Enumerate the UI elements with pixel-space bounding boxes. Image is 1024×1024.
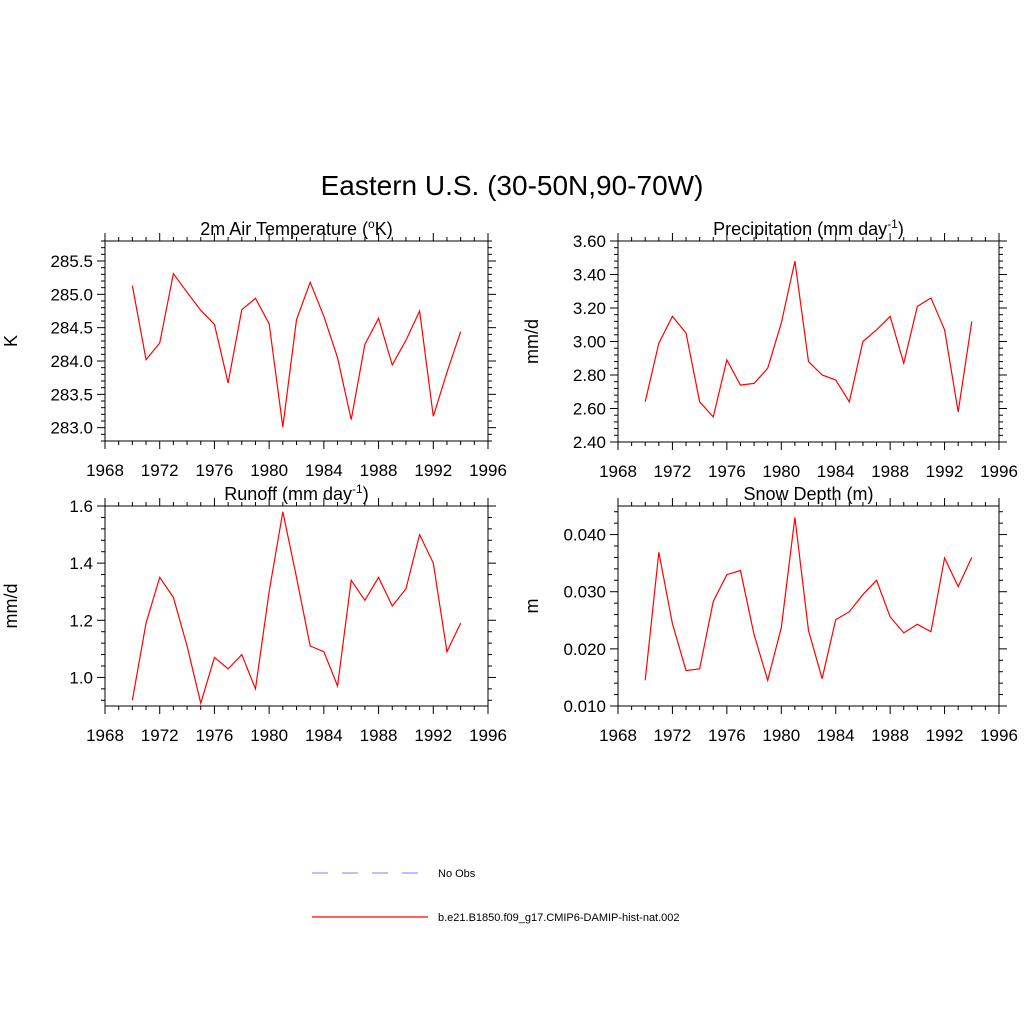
y-tick-label: 1.4 (69, 554, 93, 573)
series-line (644, 517, 973, 683)
y-axis-label: mm/d (522, 319, 542, 364)
panel-title-text: 2m Air Temperature ( (200, 219, 368, 239)
x-tick-label: 1992 (414, 726, 452, 745)
x-tick-label: 1972 (654, 462, 692, 481)
plot-frame (617, 505, 1000, 707)
x-tick-label: 1992 (926, 726, 964, 745)
x-tick-label: 1996 (980, 726, 1018, 745)
plot-frame (104, 240, 489, 442)
y-tick-label: 2.80 (573, 366, 606, 385)
y-tick-label: 285.0 (50, 285, 93, 304)
panel-title-text: Runoff (mm day (224, 484, 352, 504)
x-tick-label: 1972 (141, 726, 179, 745)
y-tick-label: 284.5 (50, 319, 93, 338)
y-tick-label: 0.040 (563, 526, 606, 545)
y-tick-label: 2.60 (573, 400, 606, 419)
y-tick-label: 285.5 (50, 252, 93, 271)
panel-title-suffix: ) (363, 484, 369, 504)
x-tick-label: 1988 (871, 462, 909, 481)
panel-title: Precipitation (mm day-1) (713, 217, 904, 239)
panels: 2m Air Temperature (oK)1968 1972 1976 1980 1… (1, 217, 1018, 745)
x-tick-label: 1996 (980, 462, 1018, 481)
x-tick-label: 1980 (250, 461, 288, 480)
x-tick-label: 1984 (817, 462, 855, 481)
x-tick-label: 1988 (360, 726, 398, 745)
x-tick-label: 1980 (250, 726, 288, 745)
plot-frame (617, 240, 1000, 443)
x-tick-label: 1996 (469, 461, 507, 480)
x-tick-label: 1976 (708, 726, 746, 745)
x-tick-label: 1996 (469, 726, 507, 745)
y-axis-label: m (522, 599, 542, 614)
y-tick-label: 284.0 (50, 352, 93, 371)
y-tick-label: 283.5 (50, 385, 93, 404)
x-tick-label: 1992 (414, 461, 452, 480)
y-tick-label: 0.020 (563, 640, 606, 659)
panel-1: 2m Air Temperature (oK) 1968 1972 1976 1980 1… (1, 217, 507, 480)
x-tick-label: 1976 (196, 461, 234, 480)
figure-title: Eastern U.S. (30-50N,90-70W) (321, 170, 704, 201)
x-tick-label: 1988 (871, 726, 909, 745)
panel-title-suffix: ) (898, 219, 904, 239)
plot-frame (104, 505, 489, 707)
panel-4: Snow Depth (m) 1968 1972 1976 1980 1984 1988 19… (522, 484, 1018, 745)
x-tick-label: 1984 (305, 726, 343, 745)
panel-title: 2m Air Temperature (oK) (200, 217, 392, 239)
y-tick-label: 1.6 (69, 497, 93, 516)
y-tick-label: 0.030 (563, 583, 606, 602)
y-axis-label: K (1, 335, 21, 347)
y-tick-label: 2.40 (573, 433, 606, 452)
panel-title-text: Precipitation (mm day (713, 219, 887, 239)
x-tick-label: 1992 (926, 462, 964, 481)
x-tick-label: 1968 (599, 726, 637, 745)
panel-title-superscript: o (368, 217, 375, 231)
x-tick-label: 1968 (599, 462, 637, 481)
y-tick-label: 3.20 (573, 299, 606, 318)
y-tick-label: 1.0 (69, 668, 93, 687)
x-tick-label: 1976 (196, 726, 234, 745)
x-tick-label: 1984 (305, 461, 343, 480)
legend-label-2: b.e21.B1850.f09_g17.CMIP6-DAMIP-hist-nat… (438, 912, 680, 924)
y-axis-label: mm/d (1, 584, 21, 629)
x-tick-label: 1972 (141, 461, 179, 480)
x-tick-label: 1976 (708, 462, 746, 481)
panel-title-superscript: -1 (352, 482, 363, 496)
series-line (644, 260, 973, 419)
y-tick-label: 0.010 (563, 697, 606, 716)
y-tick-label: 3.40 (573, 266, 606, 285)
x-tick-label: 1984 (817, 726, 855, 745)
series-line (131, 511, 462, 706)
panel-title-superscript: -1 (887, 217, 898, 231)
y-tick-label: 3.00 (573, 333, 606, 352)
panel-title: Snow Depth (m) (743, 484, 873, 504)
panel-2: Precipitation (mm day-1) 1968 1972 1976 1980… (522, 217, 1018, 481)
legend-label-1: No Obs (438, 868, 476, 880)
x-tick-label: 1968 (86, 461, 124, 480)
x-tick-label: 1980 (762, 462, 800, 481)
x-tick-label: 1988 (360, 461, 398, 480)
panel-title-suffix: K) (375, 219, 393, 239)
panel-title: Runoff (mm day-1) (224, 482, 368, 504)
panel-title-text: Snow Depth (m) (743, 484, 873, 504)
y-tick-label: 283.0 (50, 419, 93, 438)
x-tick-label: 1980 (762, 726, 800, 745)
y-tick-label: 3.60 (573, 232, 606, 251)
panel-3: Runoff (mm day-1) 1968 1972 1976 1980 1984 198… (1, 482, 507, 745)
x-tick-label: 1968 (86, 726, 124, 745)
x-tick-label: 1972 (654, 726, 692, 745)
legend: No Obs b.e21.B1850.f09_g17.CMIP6-DAMIP-hi… (312, 868, 680, 924)
y-tick-label: 1.2 (69, 611, 93, 630)
series-line (131, 272, 462, 428)
